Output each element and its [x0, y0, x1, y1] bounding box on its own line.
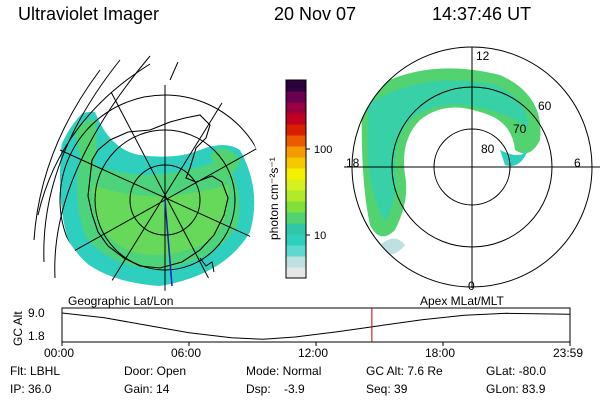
colorbar: 100 10 photon cm⁻²s⁻¹ [267, 79, 332, 279]
timeline-xtick: 23:59 [553, 346, 583, 360]
status-gain: Gain: 14 [124, 382, 170, 396]
magnetic-image-panel: 12 18 6 0 60 70 80 [344, 46, 600, 293]
timeline-ticks [61, 342, 571, 346]
colorbar-cell [286, 267, 306, 279]
mlat-label-80: 80 [481, 142, 495, 156]
colorbar-cell [286, 168, 306, 180]
coast-islands [199, 257, 215, 273]
mlat-label-70: 70 [513, 122, 527, 136]
geo-grid [53, 85, 263, 291]
status-gc-alt: GC Alt: 7.6 Re [366, 364, 443, 378]
timeline-xtick: 06:00 [171, 346, 201, 360]
geo-outer-meridians [33, 55, 179, 279]
colorbar-unit-label: photon cm⁻²s⁻¹ [267, 157, 281, 240]
colorbar-cell [286, 179, 306, 191]
colorbar-cell [286, 201, 306, 213]
timeline-xtick: 12:00 [298, 346, 328, 360]
mlat-label-60: 60 [538, 99, 552, 113]
colorbar-cell [286, 124, 306, 136]
spacecraft-track [164, 199, 173, 287]
observation-date: 20 Nov 07 [274, 4, 357, 24]
colorbar-cell [286, 113, 306, 125]
instrument-title: Ultraviolet Imager [18, 4, 160, 24]
timeline-xtick: 00:00 [44, 346, 74, 360]
mlt-label-midnight: 0 [468, 279, 475, 293]
colorbar-cell [286, 135, 306, 147]
colorbar-cell [286, 256, 306, 268]
status-mode: Mode: Normal [246, 364, 322, 378]
colorbar-cell [286, 157, 306, 169]
colorbar-tick-label: 100 [314, 144, 332, 156]
colorbar-cell [286, 223, 306, 235]
colorbar-cell [286, 146, 306, 158]
colorbar-tick-label: 10 [314, 230, 326, 242]
status-glat: GLat: -80.0 [486, 364, 547, 378]
colorbar-cell [286, 234, 306, 246]
colorbar-cell [286, 80, 306, 92]
colorbar-frame [285, 79, 307, 279]
status-glon: GLon: 83.9 [486, 382, 546, 396]
timeline-ytick-max: 9.0 [28, 306, 45, 320]
geo-panel-label: Geographic Lat/Lon [68, 294, 173, 308]
mag-panel-label: Apex MLat/MLT [420, 294, 504, 308]
mlt-label-dawn: 6 [574, 156, 581, 170]
mag-aurora-emission [361, 68, 541, 256]
status-door: Door: Open [124, 364, 187, 378]
timeline-ytick-min: 1.8 [28, 329, 45, 343]
timeline-axis-title: GC Alt [11, 311, 25, 346]
status-ip: IP: 36.0 [10, 382, 52, 396]
antarctica-coastline [87, 114, 229, 269]
colorbar-cell [286, 91, 306, 103]
status-seq: Seq: 39 [366, 382, 408, 396]
observation-time: 14:37:46 UT [432, 4, 532, 24]
colorbar-cell [286, 212, 306, 224]
colorbar-cell [286, 102, 306, 114]
geographic-image-panel [33, 55, 263, 291]
colorbar-cell [286, 190, 306, 202]
altitude-curve [61, 312, 571, 340]
colorbar-cell [286, 245, 306, 257]
timeline-frame [61, 307, 571, 343]
status-filter: Flt: LBHL [10, 364, 61, 378]
mag-grid [344, 46, 600, 288]
mlt-label-noon: 12 [476, 49, 490, 63]
status-dsp: Dsp: -3.9 [246, 382, 305, 396]
timeline-xtick: 18:00 [425, 346, 455, 360]
mlt-label-dusk: 18 [346, 156, 360, 170]
altitude-timeline: Geographic Lat/Lon Apex MLat/MLT GC Alt … [11, 294, 583, 360]
